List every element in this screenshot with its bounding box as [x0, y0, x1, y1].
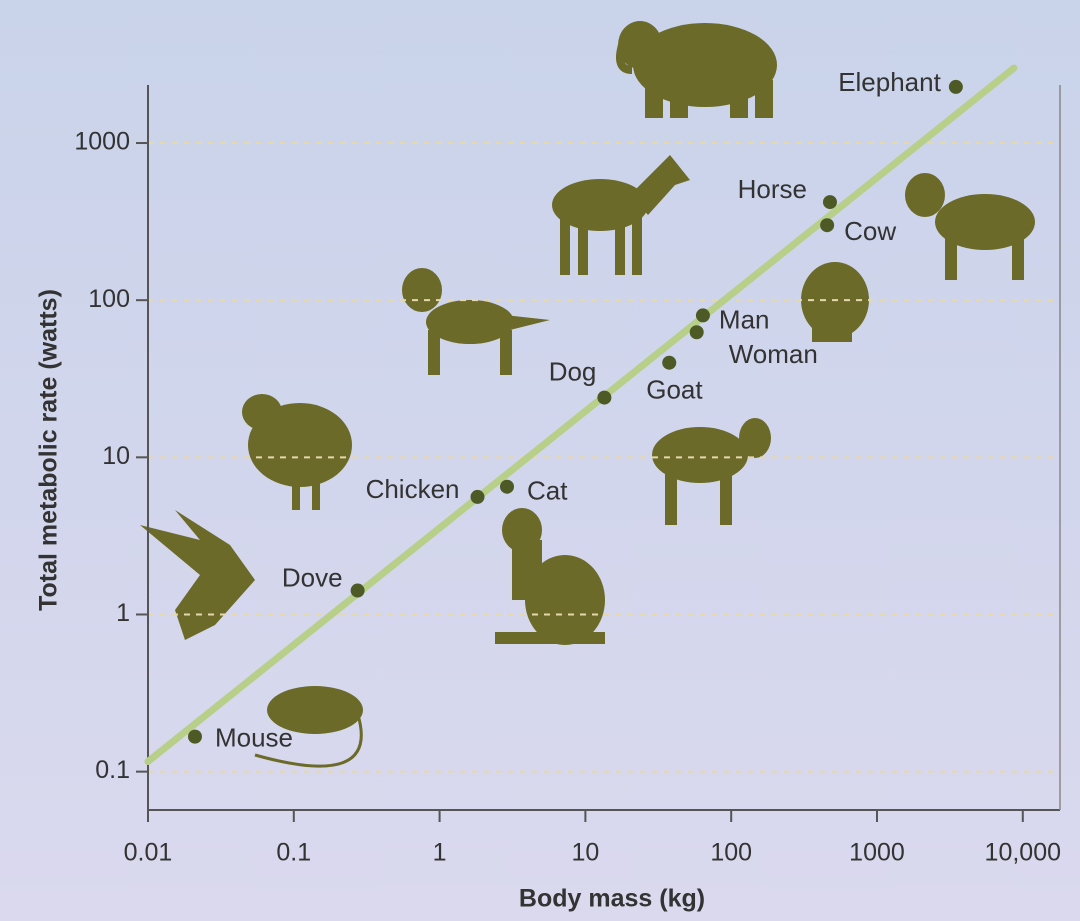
x-tick-label: 100 [710, 839, 752, 867]
data-point [470, 489, 485, 504]
point-label: Dove [282, 562, 343, 592]
data-point [689, 325, 704, 340]
y-tick-label: 100 [88, 285, 130, 313]
elephant-silhouette [616, 21, 777, 118]
point-label: Man [719, 304, 770, 334]
mouse-silhouette [254, 686, 363, 768]
point-label: Cow [844, 216, 896, 246]
x-axis-title: Body mass (kg) [519, 885, 705, 913]
point-label: Chicken [366, 474, 460, 504]
chicken-silhouette [242, 394, 352, 510]
data-point [662, 355, 677, 370]
point-label: Dog [549, 356, 597, 386]
point-label: Elephant [838, 67, 941, 97]
x-tick-label: 1 [433, 839, 447, 867]
data-point [350, 583, 365, 598]
data-point [820, 218, 835, 233]
cat-silhouette [495, 508, 605, 645]
y-axis-title: Total metabolic rate (watts) [35, 289, 63, 611]
point-label: Horse [738, 174, 807, 204]
data-point [948, 79, 963, 94]
cow-silhouette [905, 173, 1035, 280]
point-label: Cat [527, 476, 568, 506]
x-tick-label: 10,000 [985, 839, 1061, 867]
dog-silhouette [402, 268, 550, 375]
x-tick-label: 1000 [849, 839, 905, 867]
point-label: Goat [646, 375, 703, 405]
y-tick-label: 1000 [74, 128, 130, 156]
y-tick-label: 10 [102, 442, 130, 470]
x-tick-label: 10 [571, 839, 599, 867]
data-point [822, 195, 837, 210]
goat-silhouette [652, 418, 771, 525]
horse-silhouette [552, 155, 690, 275]
dove-silhouette [140, 510, 255, 640]
x-tick-label: 0.01 [124, 839, 173, 867]
data-point [187, 729, 202, 744]
x-tick-label: 0.1 [276, 839, 311, 867]
point-label: Woman [729, 339, 818, 369]
y-tick-label: 0.1 [95, 756, 130, 784]
y-tick-label: 1 [116, 599, 130, 627]
data-point [695, 308, 710, 323]
trend-line [144, 64, 1018, 766]
data-point [500, 479, 515, 494]
point-label: Mouse [215, 723, 293, 753]
data-point [597, 390, 612, 405]
